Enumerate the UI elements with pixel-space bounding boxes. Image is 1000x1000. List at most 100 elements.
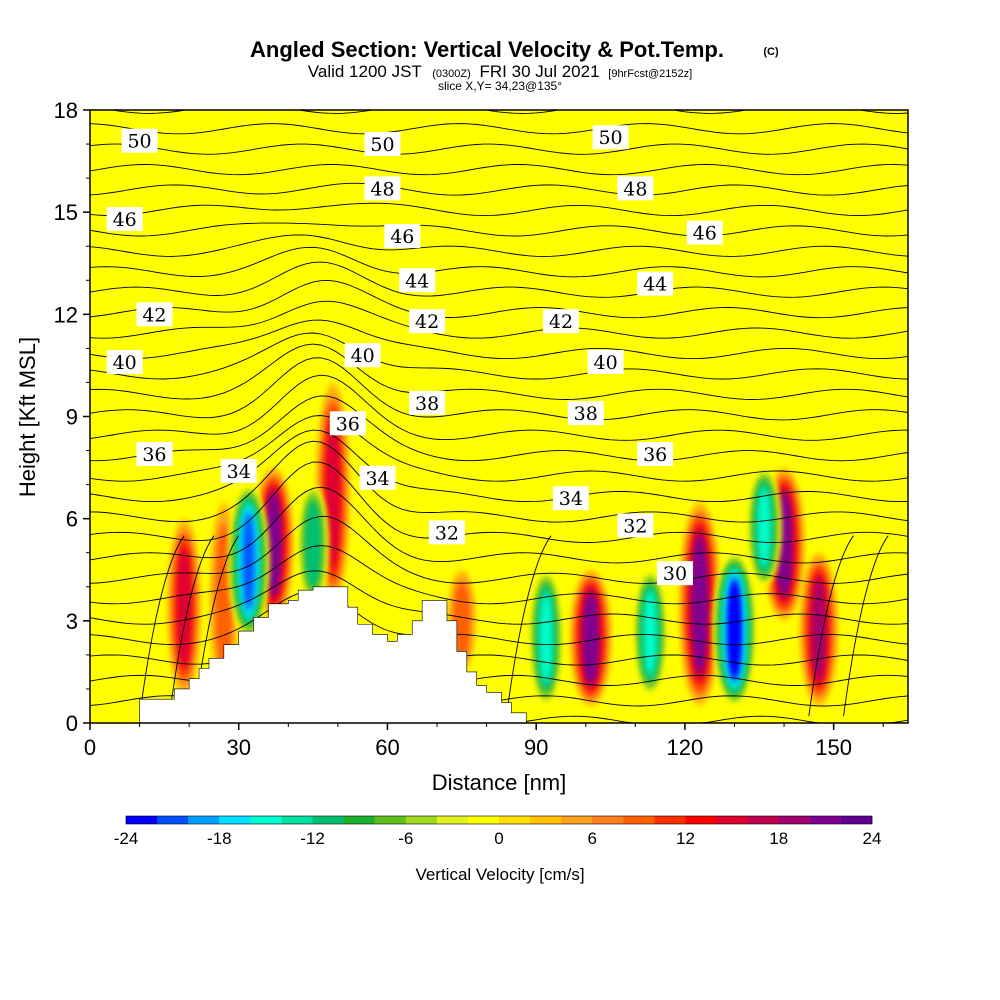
theta-label-text: 34 bbox=[559, 488, 583, 510]
theta-label-box bbox=[637, 441, 674, 466]
theta-label-box bbox=[384, 224, 421, 249]
theta-label-box bbox=[617, 513, 654, 538]
velocity-core bbox=[746, 467, 782, 587]
theta-label: 44 bbox=[637, 271, 674, 296]
colorbar-swatch bbox=[188, 816, 220, 824]
velocity-core bbox=[297, 484, 329, 604]
theta-contour bbox=[90, 143, 908, 155]
theta-label: 46 bbox=[686, 220, 723, 245]
velocity-band bbox=[218, 534, 229, 663]
colorbar-swatch bbox=[343, 816, 375, 824]
utc-time: (0300Z) bbox=[432, 68, 471, 80]
theta-label-box bbox=[637, 271, 674, 296]
theta-contour bbox=[90, 164, 908, 176]
theta-label-text: 32 bbox=[623, 515, 647, 537]
theta-label-text: 34 bbox=[227, 461, 251, 483]
theta-label-box bbox=[686, 220, 723, 245]
colorbar-tick-label: -6 bbox=[398, 829, 413, 848]
colorbar-tick-label: -12 bbox=[300, 829, 325, 848]
theta-contour bbox=[505, 535, 552, 717]
velocity-band bbox=[179, 551, 189, 663]
theta-contour bbox=[90, 515, 908, 584]
theta-contour bbox=[808, 535, 854, 717]
theta-label: 50 bbox=[121, 128, 158, 153]
colorbar-swatch bbox=[685, 816, 717, 824]
theta-label-text: 48 bbox=[623, 178, 647, 200]
theta-label-text: 48 bbox=[370, 178, 394, 200]
chart-title: Angled Section: Vertical Velocity & Pot.… bbox=[250, 37, 724, 62]
theta-label-text: 46 bbox=[113, 209, 137, 231]
theta-contour bbox=[90, 461, 908, 543]
velocity-core bbox=[167, 518, 201, 696]
theta-label-box bbox=[567, 401, 604, 426]
colorbar-swatch bbox=[623, 816, 655, 824]
theta-label-text: 38 bbox=[574, 403, 598, 425]
theta-label-box bbox=[220, 458, 257, 483]
y-tick-label: 12 bbox=[54, 302, 78, 327]
theta-contour bbox=[90, 246, 908, 278]
theta-label-text: 40 bbox=[113, 352, 137, 374]
theta-label: 42 bbox=[136, 302, 173, 327]
velocity-core bbox=[228, 484, 270, 638]
velocity-core bbox=[679, 501, 721, 706]
theta-contour bbox=[90, 429, 908, 503]
velocity-core bbox=[799, 552, 838, 706]
theta-label-text: 44 bbox=[643, 274, 667, 296]
theta-label-box bbox=[428, 520, 465, 545]
potential-temperature-labels: 50 50 50 48 48 46 46 46 44 44 42 42 42 40 40 40 38 38 36 36… bbox=[106, 125, 723, 586]
velocity-band bbox=[730, 583, 739, 676]
theta-label-box bbox=[409, 309, 446, 334]
theta-label: 46 bbox=[384, 224, 421, 249]
velocity-band bbox=[586, 596, 596, 680]
y-tick-label: 6 bbox=[66, 507, 78, 532]
velocity-band bbox=[244, 514, 253, 608]
theta-label: 36 bbox=[136, 441, 173, 466]
theta-label-text: 50 bbox=[370, 134, 394, 156]
theta-label: 32 bbox=[617, 513, 654, 538]
theta-label-box bbox=[592, 125, 629, 150]
theta-label: 50 bbox=[592, 125, 629, 150]
theta-contour bbox=[90, 182, 908, 196]
theta-label-text: 42 bbox=[142, 304, 166, 326]
velocity-band bbox=[695, 541, 705, 666]
colorbar-tick-label: 12 bbox=[676, 829, 695, 848]
theta-contour bbox=[90, 123, 908, 135]
theta-contour bbox=[90, 261, 908, 298]
theta-label-box bbox=[364, 132, 401, 157]
theta-contour bbox=[90, 395, 908, 462]
theta-label-box bbox=[106, 350, 143, 375]
theta-contour bbox=[168, 535, 215, 717]
colorbar-swatch bbox=[405, 816, 438, 824]
theta-label-text: 36 bbox=[336, 413, 360, 435]
x-tick-label: 0 bbox=[84, 735, 96, 760]
theta-label: 34 bbox=[220, 458, 257, 483]
theta-label-text: 42 bbox=[415, 311, 439, 333]
theta-label-box bbox=[106, 206, 143, 231]
velocity-band bbox=[814, 582, 824, 677]
forecast-run: [9hrFcst@2152z] bbox=[608, 68, 692, 80]
colorbar-swatch bbox=[157, 816, 189, 824]
colorbar-tick-label: -24 bbox=[114, 829, 139, 848]
theta-contour bbox=[90, 202, 908, 217]
theta-contour bbox=[90, 440, 908, 523]
theta-label: 36 bbox=[637, 441, 674, 466]
theta-label-box bbox=[359, 465, 396, 490]
theta-label: 32 bbox=[428, 520, 465, 545]
colorbar-frame bbox=[125, 815, 873, 825]
theta-label: 30 bbox=[656, 561, 693, 586]
y-tick-label: 3 bbox=[66, 609, 78, 634]
theta-label-text: 46 bbox=[693, 223, 717, 245]
theta-label-text: 34 bbox=[365, 468, 389, 490]
theta-label-box bbox=[329, 411, 366, 436]
theta-contour bbox=[843, 535, 889, 717]
theta-label: 34 bbox=[552, 486, 589, 511]
colorbar-swatch bbox=[250, 816, 282, 824]
velocity-core bbox=[528, 569, 564, 706]
theta-label-box bbox=[121, 128, 158, 153]
theta-contour bbox=[90, 570, 908, 625]
theta-label: 48 bbox=[617, 176, 654, 201]
colorbar-swatch bbox=[126, 816, 158, 824]
colorbar-swatch bbox=[561, 816, 593, 824]
theta-label-box bbox=[399, 268, 436, 293]
